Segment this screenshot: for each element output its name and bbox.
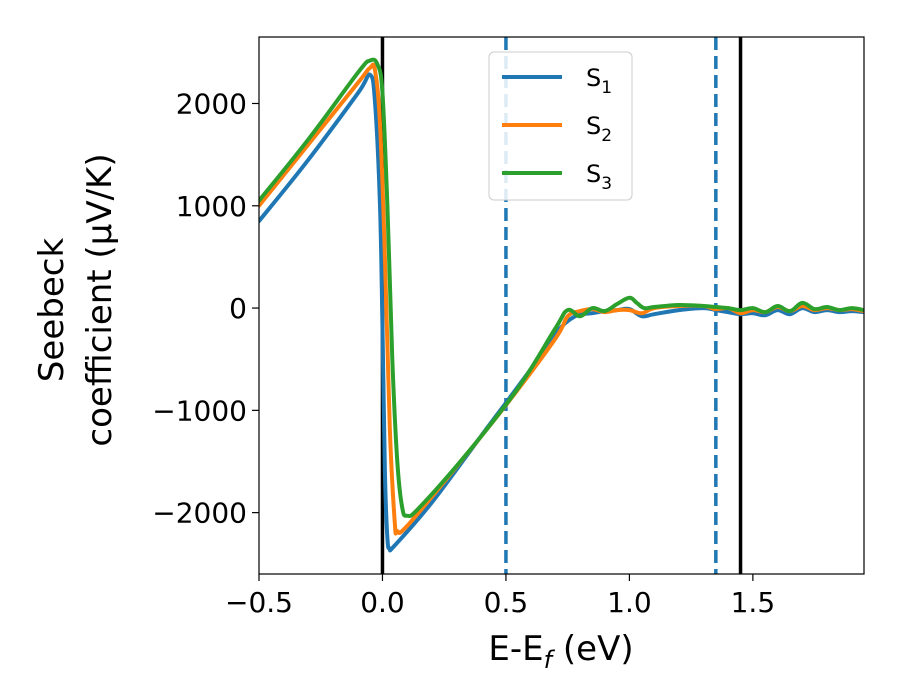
x-tick-label: 0.5 — [484, 586, 529, 619]
y-tick-label: 2000 — [176, 87, 247, 120]
x-axis-title: E-Ef (eV) — [488, 629, 633, 674]
x-tick-label: 1.0 — [607, 586, 652, 619]
legend-label-s3: S3 — [586, 160, 612, 194]
y-tick-label: −1000 — [152, 394, 247, 427]
y-tick-label: 0 — [229, 292, 247, 325]
plot-frame — [258, 36, 865, 575]
y-tick-label: 1000 — [176, 190, 247, 223]
legend-label-s2: S2 — [586, 112, 612, 146]
y-tick-label: −2000 — [152, 497, 247, 530]
x-tick-label: 0.0 — [360, 586, 405, 619]
series-lines — [259, 57, 864, 553]
legend-label-s1: S1 — [586, 64, 612, 98]
legend: S1 S2 S3 — [488, 51, 633, 201]
y-axis-title-line1: Seebeck — [32, 238, 72, 383]
x-tick-label: −0.5 — [225, 586, 293, 619]
y-axis-title-line2: coefficient (μV/K) — [80, 153, 120, 446]
y-axis: −2000 −1000 0 1000 2000 — [152, 87, 259, 530]
x-tick-label: 1.5 — [731, 586, 776, 619]
series-line-s3 — [259, 57, 864, 519]
x-axis: −0.5 0.0 0.5 1.0 1.5 — [225, 574, 775, 619]
